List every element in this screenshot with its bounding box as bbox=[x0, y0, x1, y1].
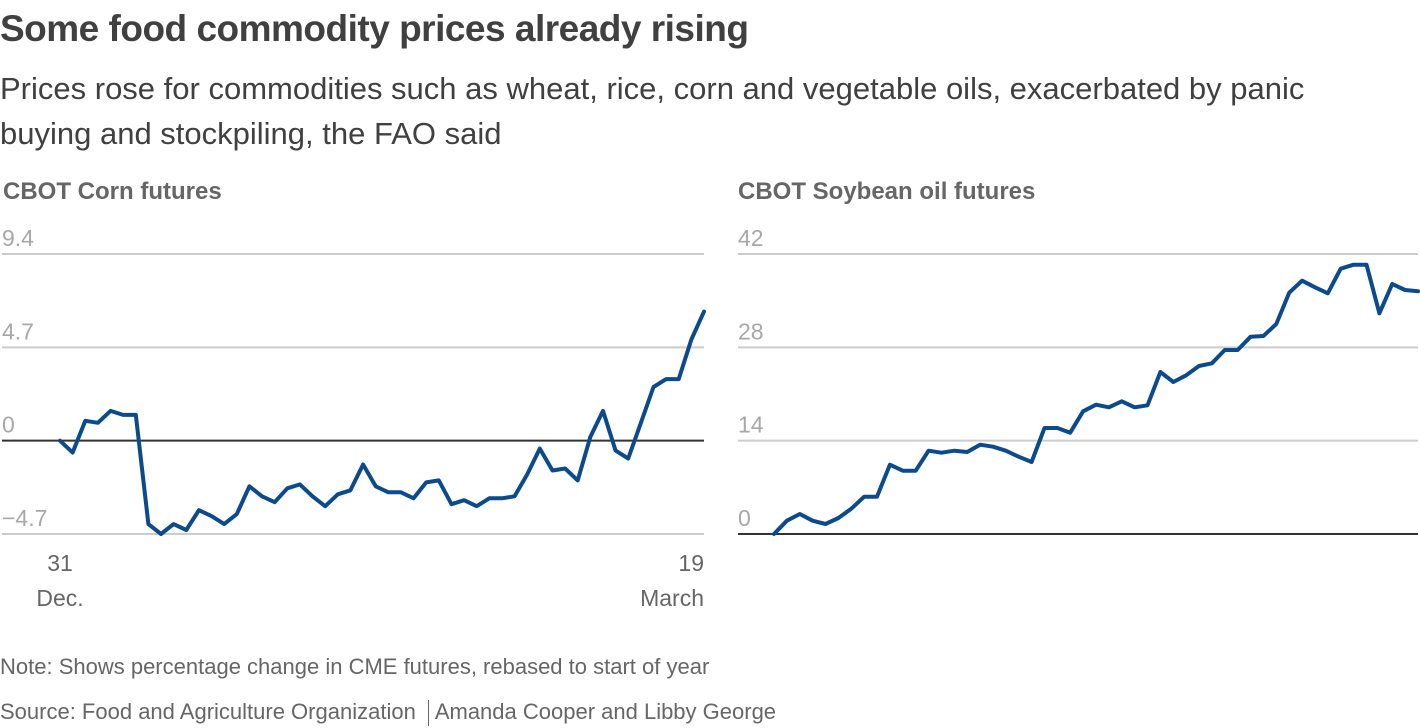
separator bbox=[427, 700, 429, 727]
soybean-chart: 42 28 14 0 bbox=[738, 225, 1420, 536]
footnote: Note: Shows percentage change in CME fut… bbox=[0, 654, 710, 679]
x-tick-label: 19 bbox=[678, 550, 704, 576]
series-line-soybean-oil bbox=[772, 262, 1420, 536]
source-text: Source: Food and Agriculture Organizatio… bbox=[0, 699, 416, 724]
y-tick-label: −4.7 bbox=[2, 505, 47, 531]
y-tick-label: 4.7 bbox=[2, 318, 34, 344]
soybean-panel-title: CBOT Soybean oil futures bbox=[738, 178, 1036, 205]
chart-subtitle: Prices rose for commodities such as whea… bbox=[0, 71, 1305, 151]
credit-text: Amanda Cooper and Libby George bbox=[434, 699, 777, 724]
corn-panel-title: CBOT Corn futures bbox=[3, 178, 222, 205]
x-tick-label: Dec. bbox=[36, 585, 83, 611]
y-tick-label: 42 bbox=[738, 225, 764, 251]
corn-chart: 9.4 4.7 0 −4.731 Dec. 19 March bbox=[2, 225, 706, 611]
x-tick-label: March bbox=[640, 585, 704, 611]
source-line: Source: Food and Agriculture Organizatio… bbox=[0, 699, 777, 727]
y-tick-label: 0 bbox=[738, 505, 751, 531]
series-line-corn bbox=[58, 309, 706, 536]
charts-canvas: 9.4 4.7 0 −4.731 Dec. 19 March 42 28 14 0 bbox=[2, 225, 1420, 611]
y-tick-label: 14 bbox=[738, 412, 764, 438]
chart-title: Some food commodity prices already risin… bbox=[0, 8, 749, 49]
y-tick-label: 28 bbox=[738, 318, 764, 344]
x-tick-label: 31 bbox=[47, 550, 73, 576]
y-tick-label: 0 bbox=[2, 412, 15, 438]
y-tick-label: 9.4 bbox=[2, 225, 34, 251]
